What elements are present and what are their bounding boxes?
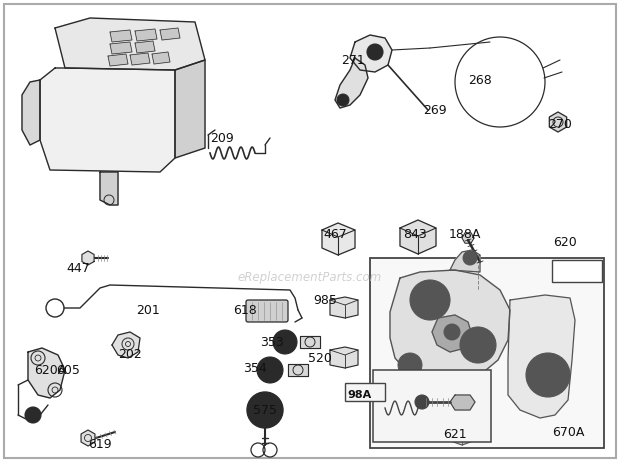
Text: 619: 619 bbox=[88, 438, 112, 451]
Bar bbox=[552, 260, 602, 282]
Circle shape bbox=[257, 402, 273, 418]
Polygon shape bbox=[288, 364, 308, 376]
Polygon shape bbox=[55, 18, 205, 70]
Text: 269: 269 bbox=[423, 103, 447, 116]
Circle shape bbox=[367, 44, 383, 60]
Circle shape bbox=[410, 280, 450, 320]
Circle shape bbox=[247, 392, 283, 428]
Polygon shape bbox=[448, 420, 476, 445]
Text: 354: 354 bbox=[243, 361, 267, 375]
Circle shape bbox=[337, 94, 349, 106]
Bar bbox=[345, 383, 385, 401]
Polygon shape bbox=[300, 336, 320, 348]
Polygon shape bbox=[549, 112, 567, 132]
Circle shape bbox=[398, 353, 422, 377]
Text: 271: 271 bbox=[341, 54, 365, 67]
Polygon shape bbox=[28, 348, 65, 398]
Circle shape bbox=[273, 330, 297, 354]
Bar bbox=[370, 258, 604, 448]
Text: 202: 202 bbox=[118, 348, 142, 361]
Circle shape bbox=[526, 353, 570, 397]
Text: eReplacementParts.com: eReplacementParts.com bbox=[238, 272, 382, 285]
Polygon shape bbox=[112, 332, 140, 358]
Polygon shape bbox=[40, 68, 175, 172]
Circle shape bbox=[463, 251, 477, 265]
Polygon shape bbox=[462, 233, 474, 243]
Polygon shape bbox=[432, 315, 472, 352]
Circle shape bbox=[257, 357, 283, 383]
Text: 447: 447 bbox=[66, 261, 90, 274]
Polygon shape bbox=[350, 35, 392, 72]
Polygon shape bbox=[22, 80, 40, 145]
Circle shape bbox=[460, 327, 496, 363]
Polygon shape bbox=[508, 295, 575, 418]
Text: 353: 353 bbox=[260, 336, 284, 349]
Circle shape bbox=[25, 407, 41, 423]
Text: 209: 209 bbox=[210, 132, 234, 145]
Circle shape bbox=[415, 395, 429, 409]
Text: 620A: 620A bbox=[34, 364, 66, 377]
Polygon shape bbox=[390, 270, 510, 385]
Text: 843: 843 bbox=[403, 229, 427, 242]
Text: 985: 985 bbox=[313, 293, 337, 306]
Polygon shape bbox=[108, 54, 128, 66]
Polygon shape bbox=[322, 223, 355, 255]
Text: 618: 618 bbox=[233, 304, 257, 316]
Polygon shape bbox=[100, 172, 118, 205]
Polygon shape bbox=[450, 395, 475, 410]
Text: 98A: 98A bbox=[348, 390, 372, 400]
Circle shape bbox=[444, 324, 460, 340]
Polygon shape bbox=[130, 53, 150, 65]
Text: 620: 620 bbox=[553, 236, 577, 249]
Polygon shape bbox=[135, 29, 157, 41]
Text: 201: 201 bbox=[136, 304, 160, 316]
Text: 575: 575 bbox=[253, 403, 277, 417]
Polygon shape bbox=[110, 30, 132, 42]
Polygon shape bbox=[152, 52, 170, 64]
Text: 520: 520 bbox=[308, 352, 332, 365]
Polygon shape bbox=[335, 58, 368, 108]
FancyBboxPatch shape bbox=[246, 300, 288, 322]
Text: 605: 605 bbox=[56, 364, 80, 377]
Polygon shape bbox=[330, 347, 358, 368]
Polygon shape bbox=[82, 251, 94, 265]
Text: 268: 268 bbox=[468, 73, 492, 86]
Text: 621: 621 bbox=[443, 428, 467, 442]
Polygon shape bbox=[160, 28, 180, 40]
Polygon shape bbox=[81, 430, 95, 446]
Text: 467: 467 bbox=[323, 229, 347, 242]
Polygon shape bbox=[110, 42, 132, 54]
Polygon shape bbox=[330, 297, 358, 318]
Polygon shape bbox=[135, 41, 155, 53]
Polygon shape bbox=[175, 60, 205, 158]
Text: 270: 270 bbox=[548, 118, 572, 132]
Text: 188A: 188A bbox=[449, 229, 481, 242]
Text: 670A: 670A bbox=[552, 426, 584, 438]
Polygon shape bbox=[400, 220, 436, 254]
Polygon shape bbox=[450, 250, 480, 272]
Bar bbox=[373, 370, 491, 442]
